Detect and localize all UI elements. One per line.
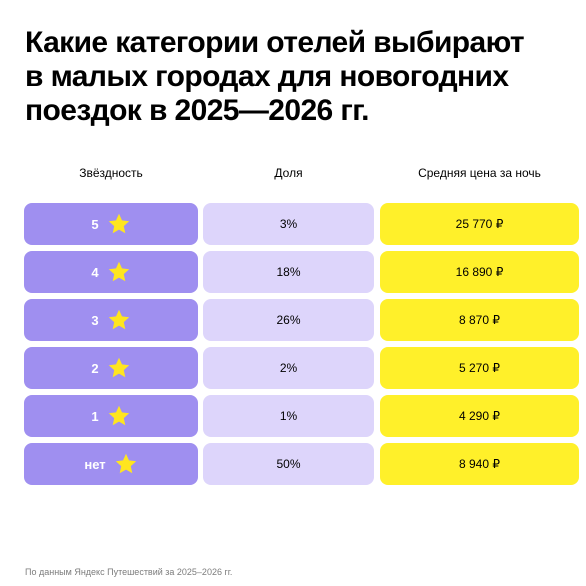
stars-value: 3 [91,312,99,328]
stars-cell: 3 [24,299,198,341]
table-row: 1 1% 4 290 ₽ [0,395,586,437]
price-cell: 8 870 ₽ [380,299,579,341]
share-cell: 26% [203,299,374,341]
table-row: нет 50% 8 940 ₽ [0,443,586,485]
star-icon [108,261,129,282]
star-icon [108,213,129,234]
price-cell: 4 290 ₽ [380,395,579,437]
stars-cell: 2 [24,347,198,389]
star-icon [108,309,129,330]
title-line-2: в малых городах для новогодних [25,60,509,93]
share-cell: 50% [203,443,374,485]
table-row: 2 2% 5 270 ₽ [0,347,586,389]
page-title: Какие категории отелей выбирают в малых … [25,26,565,128]
stars-cell: 1 [24,395,198,437]
header-price: Средняя цена за ночь [418,166,541,180]
price-cell: 8 940 ₽ [380,443,579,485]
table-row: 4 18% 16 890 ₽ [0,251,586,293]
price-cell: 25 770 ₽ [380,203,579,245]
title-line-1: Какие категории отелей выбирают [25,26,525,59]
price-cell: 5 270 ₽ [380,347,579,389]
source-footnote: По данным Яндекс Путешествий за 2025–202… [25,567,233,577]
price-cell: 16 890 ₽ [380,251,579,293]
header-share: Доля [274,166,303,180]
stars-value: 4 [91,264,99,280]
table-row: 3 26% 8 870 ₽ [0,299,586,341]
star-icon [108,357,129,378]
share-cell: 18% [203,251,374,293]
table-header: Звёздность Доля Средняя цена за ночь [0,165,586,181]
share-cell: 3% [203,203,374,245]
stars-cell: 5 [24,203,198,245]
stars-cell: 4 [24,251,198,293]
title-line-3: поездок в 2025—2026 гг. [25,94,369,127]
star-icon [108,405,129,426]
table-row: 5 3% 25 770 ₽ [0,203,586,245]
stars-value: 2 [91,360,99,376]
header-stars: Звёздность [79,166,143,180]
share-cell: 1% [203,395,374,437]
stars-cell: нет [24,443,198,485]
share-cell: 2% [203,347,374,389]
stars-value: 5 [91,216,99,232]
stars-value: 1 [91,408,99,424]
star-icon [115,453,136,474]
stars-value: нет [84,456,106,472]
